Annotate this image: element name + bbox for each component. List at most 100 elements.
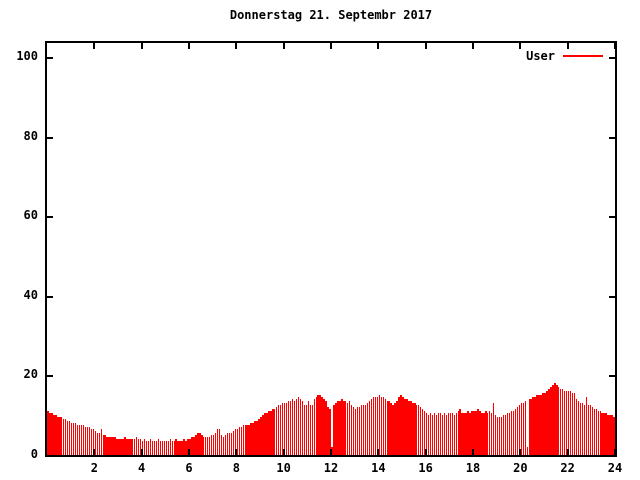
data-bar [471, 411, 473, 455]
data-bar [433, 413, 436, 455]
y-tick [47, 136, 53, 139]
data-bar [360, 405, 363, 455]
x-tick [140, 449, 143, 455]
data-bar [171, 441, 173, 455]
data-bar [477, 409, 479, 455]
data-bar [396, 401, 398, 455]
data-bar [481, 413, 483, 455]
data-bar [483, 413, 485, 455]
data-bar [382, 397, 384, 455]
data-bar [526, 447, 528, 455]
data-bar [98, 433, 100, 455]
data-bar [163, 441, 166, 455]
data-bar [212, 435, 215, 455]
data-bar [313, 399, 315, 455]
data-bar [439, 413, 442, 455]
data-bar [153, 441, 156, 455]
data-bar [587, 405, 590, 455]
data-bar [542, 393, 544, 455]
data-bar [522, 403, 524, 455]
x-tick-mirror [140, 43, 143, 49]
data-bar [228, 433, 231, 455]
data-bar [295, 399, 298, 455]
data-bar [479, 411, 481, 455]
data-bar [86, 427, 89, 455]
data-bar [307, 401, 310, 455]
data-bar [613, 417, 615, 455]
data-bar [270, 411, 272, 455]
x-tick-mirror [472, 43, 474, 49]
data-bar [82, 425, 85, 455]
data-bar [55, 415, 57, 455]
data-bar [408, 401, 410, 455]
data-bar [368, 401, 371, 455]
x-tick [519, 449, 522, 455]
data-bar [143, 439, 146, 455]
data-bar [475, 411, 477, 455]
x-tick-label: 20 [513, 461, 528, 475]
data-bar [425, 413, 428, 455]
data-bar [114, 437, 116, 455]
data-bar [252, 423, 254, 455]
data-bar [528, 399, 530, 455]
x-tick-label: 12 [323, 461, 339, 475]
data-bar [571, 393, 574, 455]
data-bar [398, 397, 400, 455]
data-bar [274, 409, 276, 455]
data-bar [311, 405, 313, 455]
data-bar [560, 389, 562, 455]
data-bar [356, 407, 359, 455]
data-bar [159, 441, 162, 455]
data-bar [183, 439, 185, 455]
data-bar [151, 441, 154, 455]
data-bar [447, 413, 450, 455]
x-tick [424, 449, 427, 455]
data-bar [232, 431, 235, 455]
data-bar [201, 435, 203, 455]
data-bar [70, 423, 73, 455]
data-bar [455, 413, 457, 455]
data-bar [272, 409, 274, 455]
data-bar [92, 429, 95, 455]
data-bar [266, 413, 268, 455]
data-bar [508, 413, 511, 455]
legend: User [526, 49, 603, 63]
x-tick-mirror [566, 43, 569, 49]
data-bar [392, 405, 394, 455]
data-bar [132, 439, 134, 455]
data-bar [404, 399, 406, 455]
x-tick-label: 24 [607, 461, 623, 475]
data-bar [585, 397, 588, 455]
data-bar [59, 417, 61, 455]
y-tick-label: 0 [30, 447, 38, 461]
data-bar [349, 401, 351, 455]
data-bar [550, 387, 552, 455]
data-bar [268, 411, 270, 455]
data-bar [451, 413, 453, 455]
data-bar [418, 405, 420, 455]
x-tick [282, 449, 285, 455]
y-tick-label: 60 [23, 208, 38, 223]
data-bar [130, 439, 132, 455]
data-bar [504, 415, 507, 455]
data-bar [565, 391, 568, 455]
data-bar [102, 435, 104, 455]
data-bar [502, 415, 505, 455]
data-bar [402, 397, 404, 455]
data-bar [496, 417, 499, 455]
data-bar [374, 397, 377, 455]
data-bar [61, 417, 63, 455]
data-bar [118, 439, 120, 455]
data-bar [337, 401, 339, 455]
data-bar [605, 413, 607, 455]
data-bar [291, 399, 294, 455]
data-bar [216, 429, 219, 455]
data-bar [222, 437, 225, 455]
data-bar [609, 415, 611, 455]
data-bar [281, 403, 284, 455]
data-bar [579, 403, 582, 455]
data-bar [167, 441, 169, 455]
data-bar [78, 425, 81, 455]
data-bar [487, 413, 489, 455]
data-bar [297, 397, 300, 455]
